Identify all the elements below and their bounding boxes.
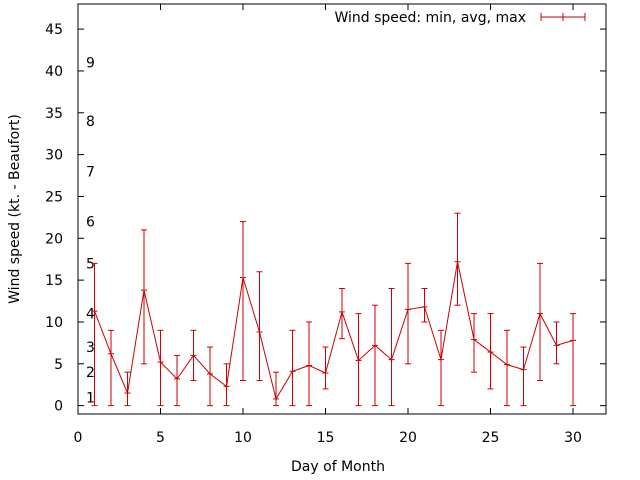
- y-tick-label: 40: [45, 64, 63, 80]
- y-tick-label: 30: [45, 148, 63, 164]
- plot-area-frame: [77, 3, 607, 415]
- y-tick-label: 0: [54, 399, 63, 415]
- y-tick-label: 35: [45, 106, 63, 122]
- beaufort-label: 8: [86, 114, 95, 130]
- beaufort-label: 3: [86, 340, 95, 356]
- x-tick-label: 10: [234, 430, 252, 446]
- y-tick-label: 10: [45, 315, 63, 331]
- y-tick-label: 15: [45, 273, 63, 289]
- x-tick-label: 20: [399, 430, 417, 446]
- beaufort-label: 7: [86, 164, 95, 180]
- y-tick-label: 45: [45, 22, 63, 38]
- y-tick-label: 5: [54, 357, 63, 373]
- y-tick-label: 20: [45, 231, 63, 247]
- x-tick-label: 5: [156, 430, 165, 446]
- y-tick-label: 25: [45, 189, 63, 205]
- x-tick-label: 15: [317, 430, 335, 446]
- y-axis-label: Wind speed (kt. - Beaufort): [7, 114, 23, 304]
- beaufort-label: 2: [86, 365, 95, 381]
- x-tick-label: 25: [482, 430, 500, 446]
- x-tick-label: 30: [564, 430, 582, 446]
- beaufort-label: 4: [86, 307, 95, 323]
- beaufort-label: 9: [86, 56, 95, 72]
- x-tick-label: 0: [74, 430, 83, 446]
- beaufort-label: 5: [86, 256, 95, 272]
- legend-label: Wind speed: min, avg, max: [334, 10, 526, 26]
- beaufort-label: 6: [86, 215, 95, 231]
- series-avg-line: [94, 261, 574, 401]
- beaufort-label: 1: [86, 390, 95, 406]
- x-axis-label: Day of Month: [291, 459, 385, 475]
